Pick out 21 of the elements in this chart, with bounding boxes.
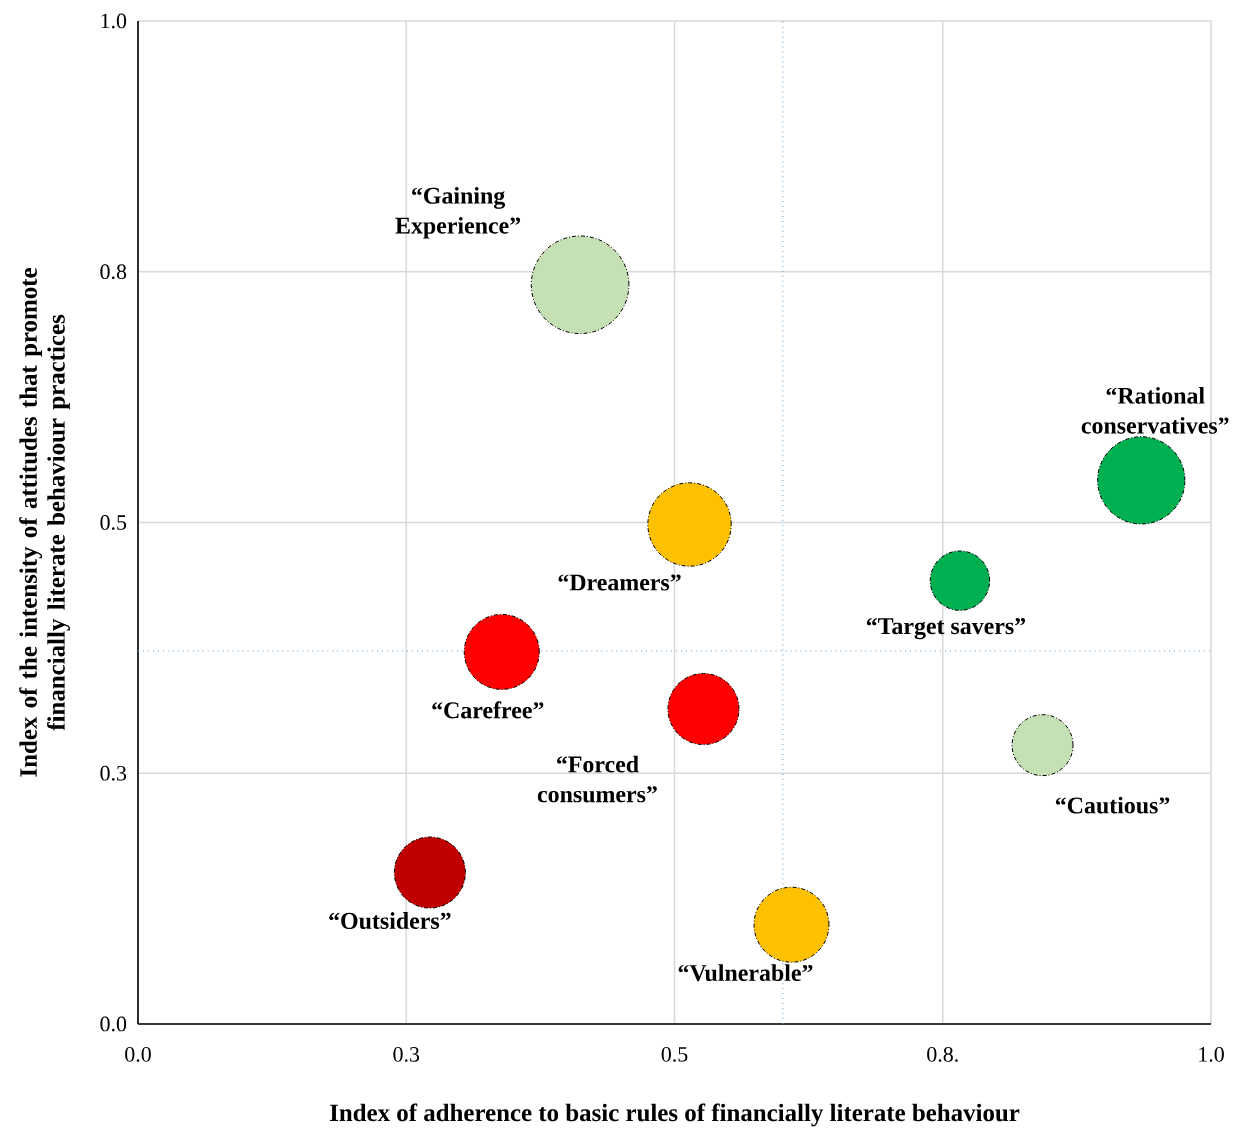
x-tick-label: 0.5: [661, 1046, 688, 1062]
y-tick-label: 1.0: [101, 13, 127, 29]
x-tick-label: 0.3: [393, 1046, 420, 1062]
annotation: “Carefree”: [432, 701, 544, 719]
annotation: “Vulnerable”: [678, 964, 813, 982]
annotation: “Cautious”: [1055, 796, 1170, 814]
x-tick-label: 1.0: [1199, 1046, 1224, 1062]
y-tick-label: 0.0: [100, 1016, 127, 1032]
x-tick-label: 0.8.: [927, 1046, 958, 1062]
y-tick-label: 0.5: [100, 515, 127, 530]
y-tick-label: 0.8: [100, 264, 127, 280]
annotation: “Outsiders”: [329, 912, 451, 929]
annotation: “Gaining Experience”: [395, 186, 521, 239]
y-tick-label: 0.3: [100, 765, 127, 781]
annotation: “Forced consumers”: [537, 755, 657, 803]
y-axis-title: Index of the intensity of attitudes that promote financially literate behaviour practices: [19, 268, 70, 777]
x-tick-label: 0.0: [125, 1046, 151, 1062]
annotation: “Rational conservatives”: [1081, 387, 1229, 434]
annotation: “Target savers”: [866, 618, 1026, 640]
x-axis-title: Index of adherence to basic rules of financially literate behaviour: [330, 1103, 1020, 1127]
annotation: “Dreamers”: [558, 574, 681, 591]
